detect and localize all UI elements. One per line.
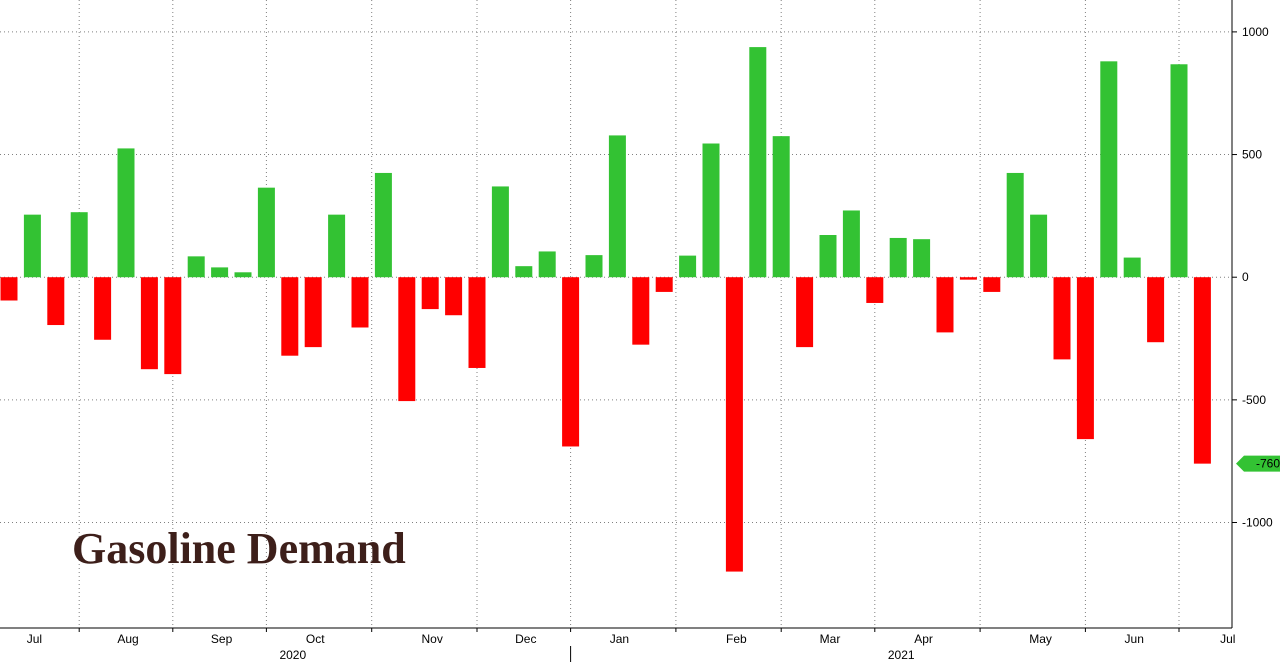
month-label: Feb (726, 632, 747, 646)
last-value-label: -760 (1256, 457, 1280, 471)
month-label: Aug (117, 632, 138, 646)
bar (1193, 277, 1211, 464)
bar (70, 212, 88, 278)
bar (1100, 61, 1118, 278)
bar (772, 136, 790, 278)
year-label: 2021 (888, 648, 915, 662)
bar (164, 277, 182, 375)
bar (94, 277, 112, 340)
bar (1006, 172, 1024, 278)
bar (468, 277, 486, 368)
bar (819, 235, 837, 278)
bar (866, 277, 884, 303)
bar (445, 277, 463, 316)
bar (1123, 257, 1141, 278)
bar (351, 277, 369, 328)
bar (491, 186, 509, 278)
y-tick-label: 500 (1242, 148, 1262, 162)
bar (187, 256, 205, 278)
month-label: Oct (306, 632, 325, 646)
bars (0, 47, 1211, 572)
month-label: Jul (27, 632, 42, 646)
month-label: May (1029, 632, 1052, 646)
bar (725, 277, 743, 572)
month-label: Jan (610, 632, 629, 646)
bar (398, 277, 416, 402)
y-tick-label: -1000 (1242, 516, 1273, 530)
bar (234, 272, 252, 278)
bar (749, 47, 767, 278)
bar (585, 255, 603, 278)
bar (140, 277, 158, 370)
bar (889, 237, 907, 278)
bar (117, 148, 135, 278)
chart-title: Gasoline Demand (72, 524, 406, 573)
bar (1053, 277, 1071, 360)
bar (632, 277, 650, 345)
bar (913, 239, 931, 278)
y-tick-label: -500 (1242, 393, 1266, 407)
month-label: Sep (211, 632, 233, 646)
y-tick-label: 0 (1242, 270, 1249, 284)
last-value-callout (1236, 455, 1280, 472)
month-label: Jul (1220, 632, 1235, 646)
month-label: Dec (515, 632, 536, 646)
bar (842, 210, 860, 278)
bar (562, 277, 580, 447)
year-label: 2020 (279, 648, 306, 662)
bar (0, 277, 18, 301)
bar (211, 267, 229, 278)
bar (421, 277, 439, 310)
bar (515, 266, 533, 278)
bar (1170, 64, 1188, 278)
bar (608, 135, 626, 278)
bar (702, 143, 720, 278)
bar (1030, 214, 1048, 278)
month-label: Jun (1125, 632, 1144, 646)
bar (304, 277, 322, 348)
bar (1076, 277, 1094, 440)
month-label: Apr (914, 632, 933, 646)
bar (959, 277, 977, 280)
bar (936, 277, 954, 333)
bar (257, 187, 275, 278)
bar (679, 255, 697, 278)
month-label: Mar (820, 632, 841, 646)
bar (47, 277, 65, 326)
bar (1147, 277, 1165, 343)
bar (23, 214, 41, 278)
y-tick-label: 1000 (1242, 25, 1269, 39)
bar (281, 277, 299, 356)
bar (374, 172, 392, 278)
bar (538, 251, 556, 278)
bar (655, 277, 673, 292)
bar (796, 277, 814, 348)
month-label: Nov (422, 632, 443, 646)
bar (983, 277, 1001, 292)
bar (328, 214, 346, 278)
